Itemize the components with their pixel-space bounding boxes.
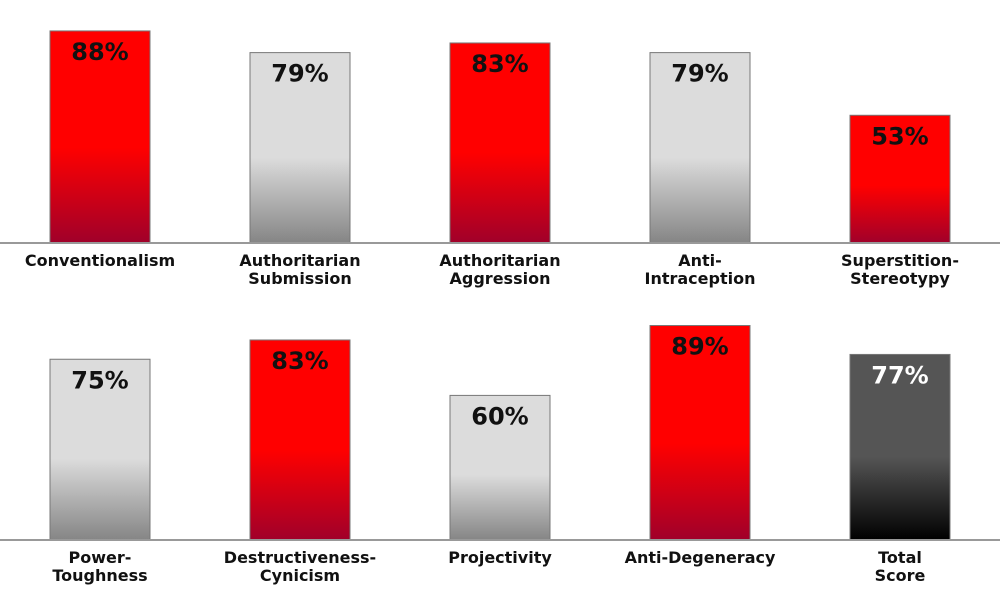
- category-label: Power-: [69, 548, 132, 567]
- value-label: 60%: [471, 402, 528, 430]
- value-label: 77%: [871, 361, 928, 389]
- bar: [49, 358, 151, 541]
- value-label: 75%: [71, 366, 128, 394]
- category-label: Anti-Degeneracy: [625, 548, 776, 567]
- bar: [449, 394, 551, 541]
- bar: [249, 52, 351, 244]
- category-label: Cynicism: [260, 566, 340, 585]
- bar: [49, 30, 151, 244]
- category-label: Projectivity: [448, 548, 552, 567]
- bar: [449, 42, 551, 244]
- bar: [649, 52, 751, 244]
- value-label: 53%: [871, 122, 928, 150]
- category-label: Score: [875, 566, 926, 585]
- category-label: Intraception: [645, 269, 756, 288]
- category-label: Conventionalism: [25, 251, 175, 270]
- category-label: Authoritarian: [239, 251, 360, 270]
- bar: [249, 339, 351, 541]
- value-label: 83%: [471, 50, 528, 78]
- bar: [649, 325, 751, 541]
- category-label: Total: [878, 548, 922, 567]
- category-label: Authoritarian: [439, 251, 560, 270]
- category-label: Destructiveness-: [224, 548, 376, 567]
- category-label: Submission: [248, 269, 351, 288]
- value-label: 89%: [671, 333, 728, 361]
- bar: [849, 114, 951, 244]
- value-label: 88%: [71, 38, 128, 66]
- category-label: Aggression: [450, 269, 551, 288]
- value-label: 79%: [271, 60, 328, 88]
- category-label: Anti-: [678, 251, 722, 270]
- value-label: 83%: [271, 347, 328, 375]
- category-label: Stereotypy: [850, 269, 950, 288]
- category-label: Superstition-: [841, 251, 959, 270]
- value-label: 79%: [671, 60, 728, 88]
- bar: [849, 353, 951, 541]
- category-label: Toughness: [52, 566, 147, 585]
